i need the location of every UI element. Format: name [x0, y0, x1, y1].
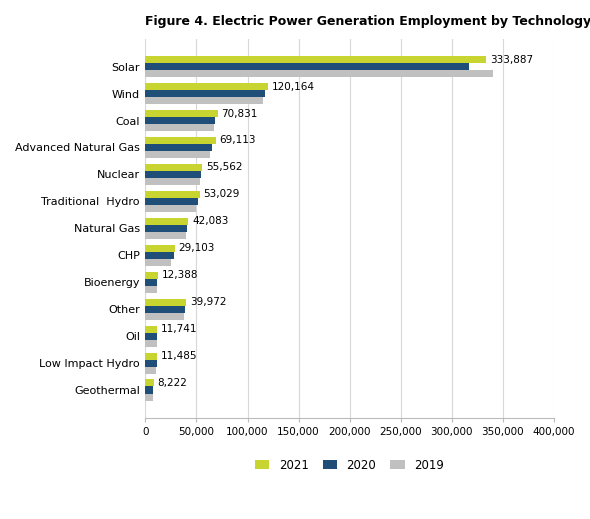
Bar — [145, 279, 158, 286]
Text: 120,164: 120,164 — [271, 81, 314, 91]
Bar — [145, 90, 265, 97]
Bar — [145, 325, 158, 333]
Text: 42,083: 42,083 — [192, 216, 228, 226]
Text: 70,831: 70,831 — [221, 108, 258, 118]
Bar — [145, 312, 183, 320]
Bar — [145, 97, 263, 104]
Bar — [145, 191, 199, 198]
Legend: 2021, 2020, 2019: 2021, 2020, 2019 — [251, 454, 448, 476]
Bar — [145, 366, 156, 374]
Bar — [145, 225, 187, 232]
Bar — [145, 393, 153, 401]
Bar — [145, 245, 175, 252]
Bar — [145, 232, 186, 239]
Bar — [145, 164, 202, 171]
Text: 39,972: 39,972 — [190, 297, 227, 307]
Bar — [145, 63, 469, 70]
Bar — [145, 218, 188, 225]
Text: 69,113: 69,113 — [219, 135, 256, 145]
Bar — [145, 339, 156, 347]
Bar — [145, 298, 186, 306]
Bar — [145, 379, 154, 387]
Bar — [145, 306, 185, 312]
Text: 8,222: 8,222 — [158, 378, 187, 388]
Bar — [145, 259, 172, 266]
Bar — [145, 151, 210, 158]
Bar — [145, 83, 268, 90]
Text: 333,887: 333,887 — [490, 54, 533, 64]
Bar — [145, 70, 493, 77]
Text: 55,562: 55,562 — [206, 162, 242, 172]
Text: 11,485: 11,485 — [160, 351, 197, 361]
Text: 53,029: 53,029 — [203, 189, 240, 199]
Bar — [145, 352, 157, 360]
Bar — [145, 117, 215, 124]
Bar — [145, 333, 157, 339]
Bar — [145, 137, 216, 144]
Bar — [145, 252, 173, 259]
Bar — [145, 110, 218, 117]
Text: 11,741: 11,741 — [161, 324, 198, 334]
Bar — [145, 272, 158, 279]
Bar — [145, 56, 486, 63]
Bar — [145, 171, 201, 178]
Bar — [145, 178, 200, 185]
Text: Figure 4. Electric Power Generation Employment by Technology: Figure 4. Electric Power Generation Empl… — [145, 15, 590, 28]
Text: 29,103: 29,103 — [179, 243, 215, 253]
Text: 12,388: 12,388 — [162, 270, 198, 280]
Bar — [145, 198, 198, 205]
Bar — [145, 144, 212, 151]
Bar — [145, 286, 157, 293]
Bar — [145, 205, 196, 212]
Bar — [145, 360, 157, 366]
Bar — [145, 124, 214, 131]
Bar — [145, 387, 153, 393]
